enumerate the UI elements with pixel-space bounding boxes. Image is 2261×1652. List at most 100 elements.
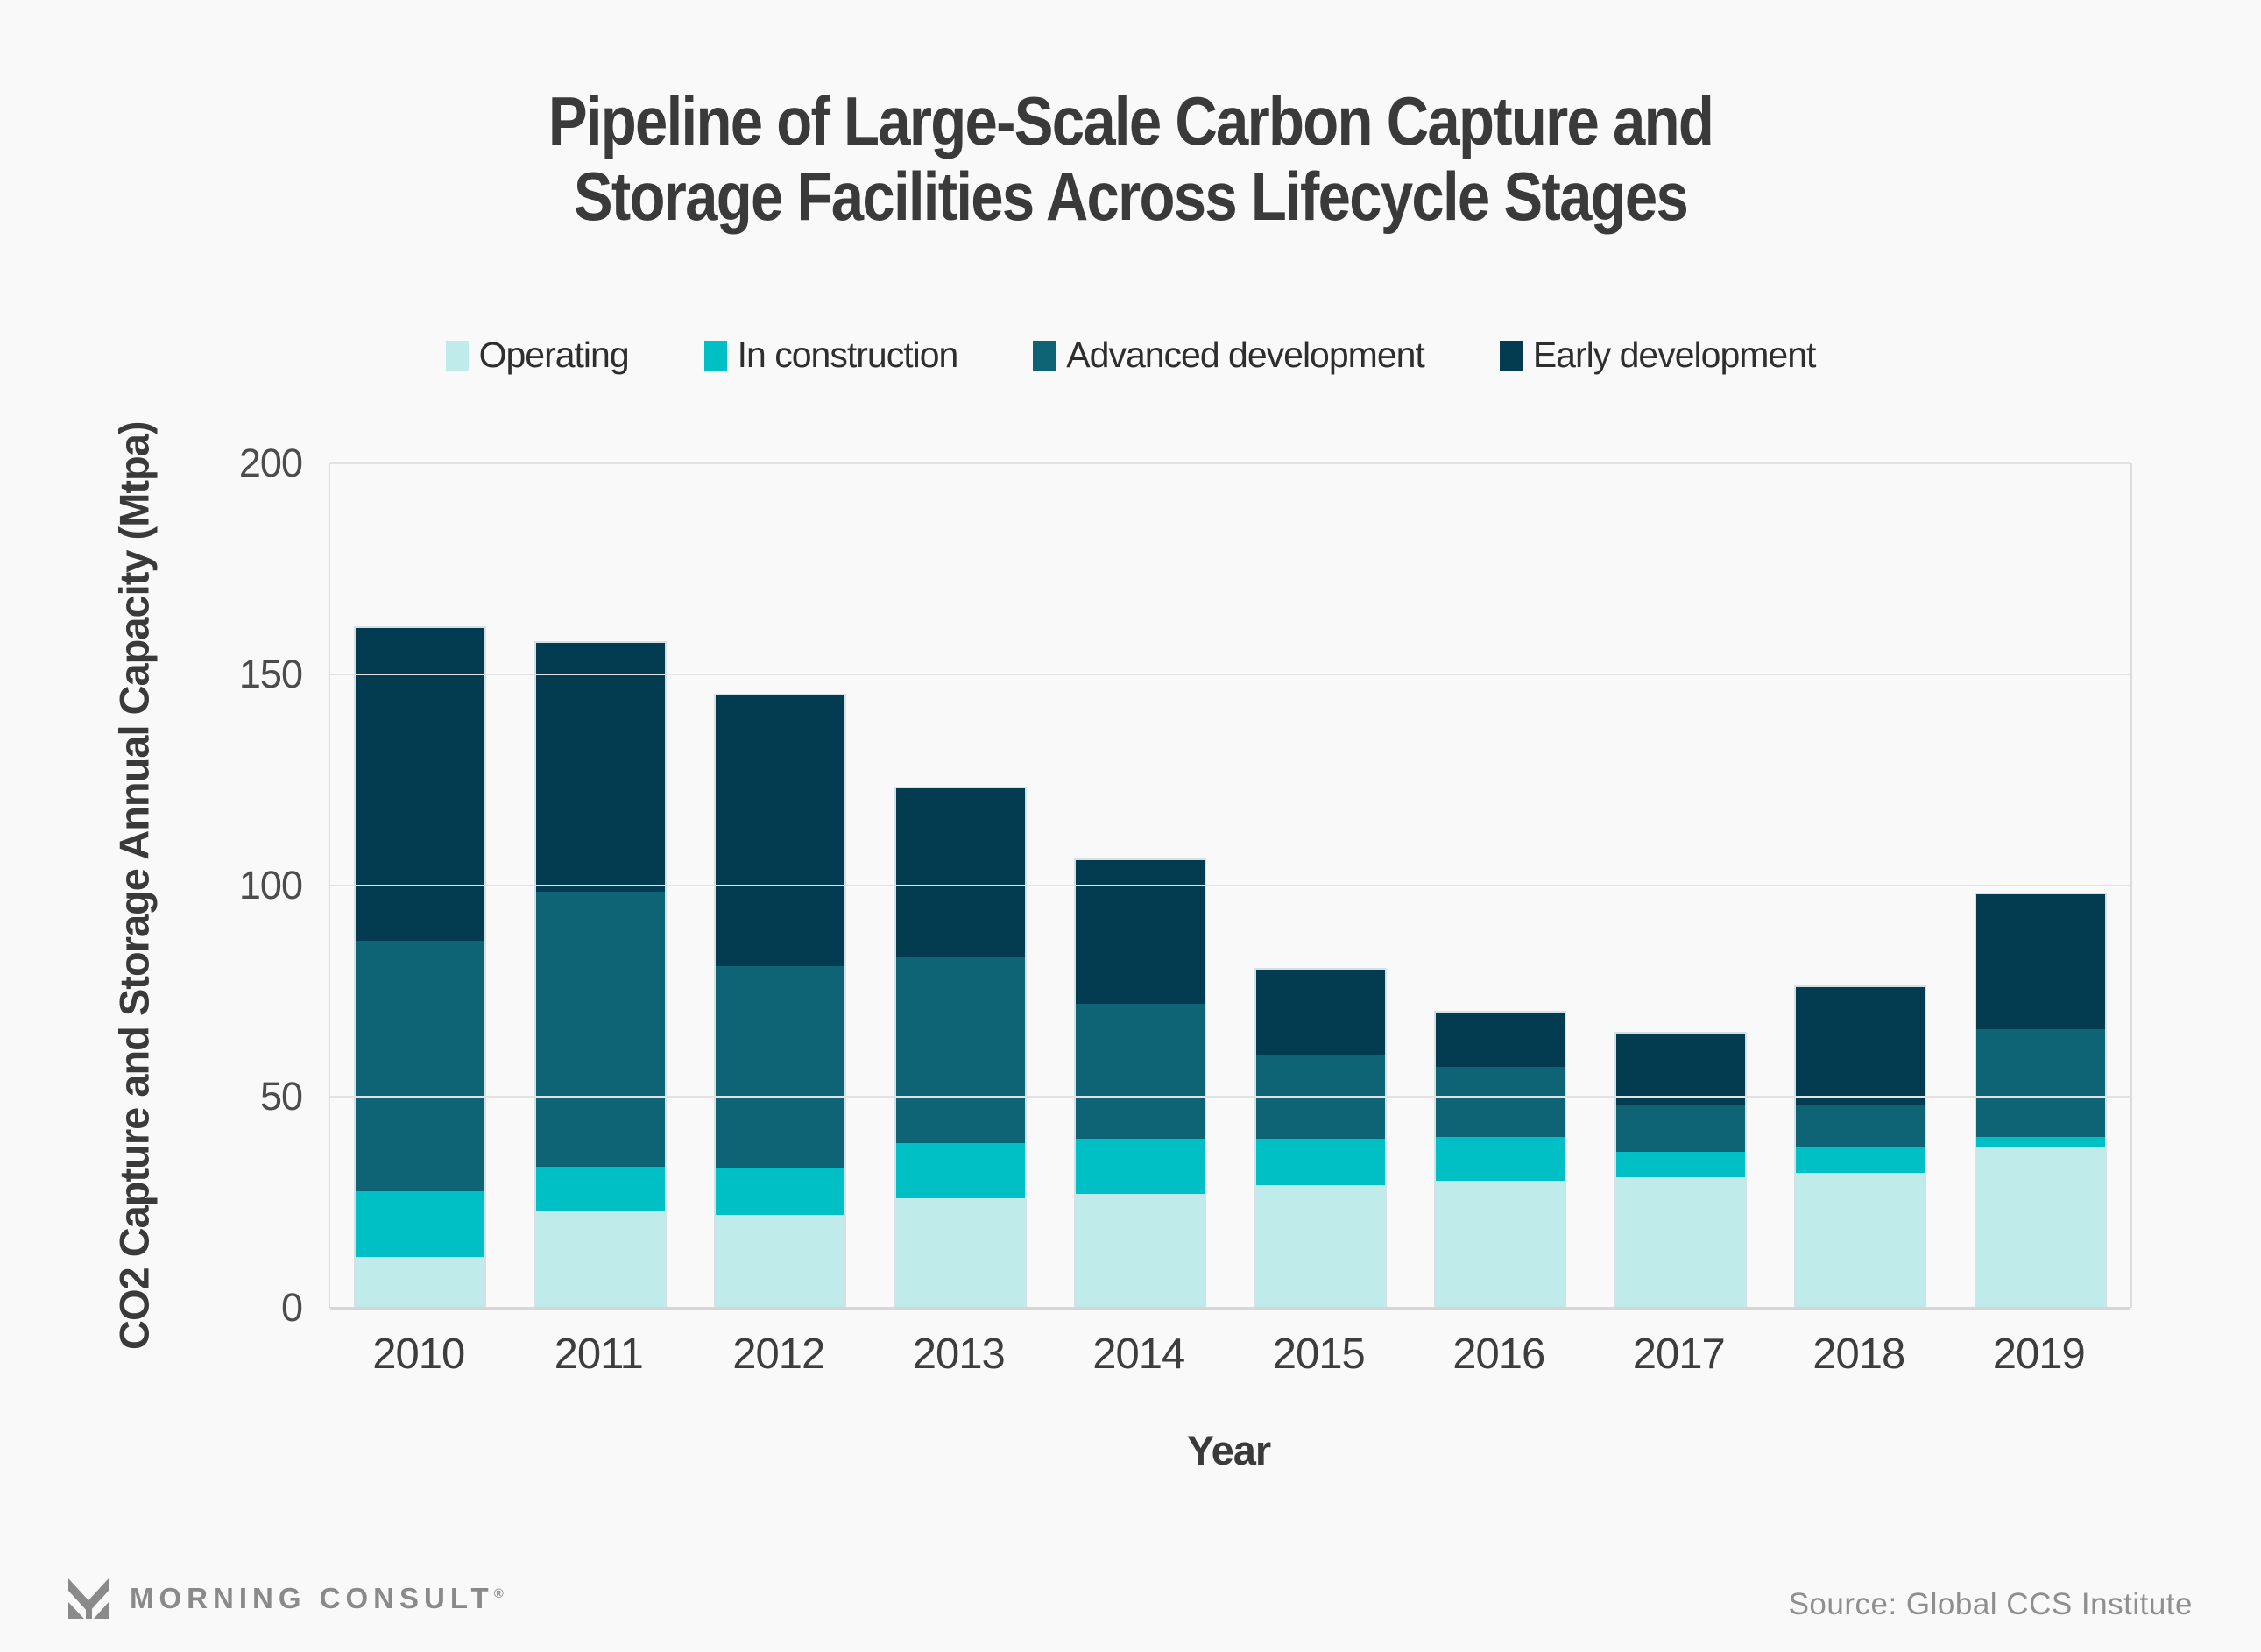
bar-2014 <box>1076 860 1205 1308</box>
legend-item-advanced-development: Advanced development <box>1033 335 1425 376</box>
bar-2011-segment-operating <box>535 1211 665 1308</box>
legend-item-in-construction: In construction <box>703 335 958 376</box>
bar-2017 <box>1615 1033 1745 1308</box>
bar-2012-segment-operating <box>716 1214 845 1308</box>
x-axis-title: Year <box>1186 1427 1271 1473</box>
bar-2017-segment-operating <box>1615 1176 1745 1308</box>
bar-2014-segment-in-construction <box>1076 1139 1205 1194</box>
x-tick-2014: 2014 <box>1092 1331 1185 1378</box>
bar-2010-segment-operating <box>356 1257 485 1308</box>
bar-2012-segment-advanced-development <box>716 965 845 1168</box>
source-credit: Source: Global CCS Institute <box>1788 1587 2193 1621</box>
legend-item-operating: Operating <box>445 335 630 376</box>
legend-item-early-development: Early development <box>1499 335 1817 376</box>
bar-2016-segment-advanced-development <box>1436 1067 1565 1137</box>
bar-2010-segment-early-development <box>356 628 485 941</box>
gridline-100 <box>330 885 2130 886</box>
gridline-200 <box>330 462 2130 464</box>
bar-2011-segment-early-development <box>535 642 665 893</box>
legend-label-advanced-development: Advanced development <box>1066 335 1425 375</box>
bars-container <box>330 463 2130 1308</box>
legend-swatch-operating <box>445 340 469 371</box>
bar-2018-segment-advanced-development <box>1796 1105 1925 1147</box>
bar-2011-segment-in-construction <box>535 1166 665 1211</box>
bar-slot-2019 <box>1951 463 2131 1308</box>
x-tick-2013: 2013 <box>912 1331 1006 1378</box>
bar-2012-segment-in-construction <box>716 1168 845 1215</box>
chart-title: Pipeline of Large-Scale Carbon Capture a… <box>0 82 2261 235</box>
bar-slot-2014 <box>1050 463 1231 1308</box>
bar-2011-segment-advanced-development <box>535 892 665 1167</box>
bar-2019-segment-early-development <box>1975 893 2105 1029</box>
legend-swatch-advanced-development <box>1033 340 1056 371</box>
legend-label-operating: Operating <box>478 335 630 375</box>
bar-2013-segment-advanced-development <box>895 957 1025 1144</box>
bar-2017-segment-in-construction <box>1615 1151 1745 1177</box>
bar-2016 <box>1436 1012 1565 1308</box>
bar-2018-segment-in-construction <box>1796 1147 1925 1173</box>
bar-2015-segment-operating <box>1255 1185 1385 1308</box>
bar-2016-segment-in-construction <box>1436 1136 1565 1182</box>
y-axis-title: CO2 Capture and Storage Annual Capacity … <box>110 421 158 1350</box>
registered-mark: ® <box>493 1586 504 1601</box>
x-tick-2011: 2011 <box>554 1331 644 1378</box>
bar-2015-segment-early-development <box>1255 970 1385 1055</box>
bar-2018 <box>1796 986 1925 1308</box>
morning-consult-m-icon <box>68 1578 109 1619</box>
bar-2011 <box>535 642 665 1308</box>
legend-swatch-early-development <box>1499 340 1523 371</box>
x-tick-2016: 2016 <box>1452 1331 1545 1378</box>
bar-2010-segment-in-construction <box>356 1191 485 1258</box>
bar-2014-segment-advanced-development <box>1076 1003 1205 1140</box>
bar-2013-segment-early-development <box>895 788 1025 957</box>
legend: Operating In construction Advanced develop… <box>0 335 2261 376</box>
bar-2014-segment-early-development <box>1076 860 1205 1004</box>
bar-slot-2015 <box>1231 463 1411 1308</box>
x-tick-2015: 2015 <box>1272 1331 1366 1378</box>
bar-slot-2012 <box>690 463 871 1308</box>
bar-2010 <box>356 628 485 1308</box>
bar-2012-segment-early-development <box>716 695 845 966</box>
bar-2019 <box>1975 893 2105 1308</box>
bar-2016-segment-operating <box>1436 1181 1565 1308</box>
legend-swatch-in-construction <box>703 340 727 371</box>
bar-slot-2010 <box>330 463 511 1308</box>
gridline-150 <box>330 674 2130 675</box>
y-tick-50: 50 <box>259 1074 303 1119</box>
bar-2010-segment-advanced-development <box>356 940 485 1192</box>
bar-slot-2016 <box>1410 463 1591 1308</box>
brand-name: MORNING CONSULT® <box>130 1582 504 1614</box>
chart-title-line2: Storage Facilities Across Lifecycle Stag… <box>573 157 1689 235</box>
bar-2014-segment-operating <box>1076 1193 1205 1308</box>
x-axis-line <box>330 1307 2130 1310</box>
gridline-50 <box>330 1096 2130 1098</box>
bar-slot-2013 <box>871 463 1051 1308</box>
x-tick-2019: 2019 <box>1992 1331 2086 1378</box>
x-tick-2018: 2018 <box>1812 1331 1905 1378</box>
bar-2018-segment-early-development <box>1796 986 1925 1105</box>
bar-2019-segment-in-construction <box>1975 1136 2105 1147</box>
bar-2013 <box>895 788 1025 1308</box>
bar-slot-2017 <box>1591 463 1771 1308</box>
bar-2019-segment-operating <box>1975 1147 2105 1308</box>
bar-2018-segment-operating <box>1796 1172 1925 1308</box>
bar-2017-segment-advanced-development <box>1615 1105 1745 1152</box>
chart-title-line1: Pipeline of Large-Scale Carbon Capture a… <box>548 82 1714 159</box>
x-tick-2012: 2012 <box>732 1331 825 1378</box>
bar-2015 <box>1255 970 1385 1308</box>
bar-2019-segment-advanced-development <box>1975 1028 2105 1137</box>
x-axis-tick-labels: 2010 2011 2012 2013 2014 2015 2016 2017 2018 2019 <box>329 1330 2129 1379</box>
plot-area <box>329 462 2132 1310</box>
x-tick-2010: 2010 <box>372 1331 465 1378</box>
bar-2016-segment-early-development <box>1436 1012 1565 1068</box>
y-tick-150: 150 <box>238 652 303 696</box>
bar-slot-2018 <box>1770 463 1951 1308</box>
bar-2013-segment-operating <box>895 1197 1025 1308</box>
bar-2017-segment-early-development <box>1615 1033 1745 1105</box>
y-tick-0: 0 <box>280 1285 303 1330</box>
bar-2012 <box>716 695 845 1308</box>
legend-label-early-development: Early development <box>1532 335 1817 375</box>
bar-2013-segment-in-construction <box>895 1143 1025 1198</box>
y-tick-200: 200 <box>238 441 303 485</box>
